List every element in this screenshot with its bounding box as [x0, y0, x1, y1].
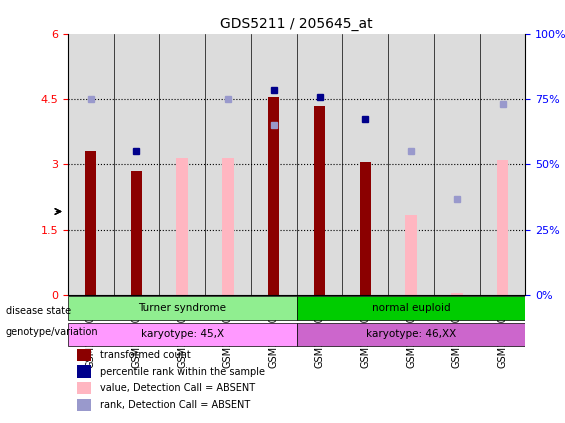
Bar — [205, 34, 251, 295]
Title: GDS5211 / 205645_at: GDS5211 / 205645_at — [220, 17, 373, 31]
FancyBboxPatch shape — [297, 297, 525, 320]
Text: transformed count: transformed count — [100, 350, 190, 360]
Text: karyotype: 45,X: karyotype: 45,X — [141, 329, 224, 339]
Bar — [342, 34, 388, 295]
Bar — [451, 293, 463, 295]
Bar — [77, 399, 90, 411]
Bar — [176, 158, 188, 295]
Bar — [251, 34, 297, 295]
Bar — [434, 34, 480, 295]
Bar — [297, 34, 342, 295]
Bar — [68, 34, 114, 295]
Text: percentile rank within the sample: percentile rank within the sample — [100, 367, 265, 376]
Text: normal euploid: normal euploid — [372, 303, 450, 313]
FancyBboxPatch shape — [68, 297, 297, 320]
Bar — [314, 106, 325, 295]
Text: genotype/variation: genotype/variation — [6, 327, 98, 337]
Bar — [359, 162, 371, 295]
Bar — [222, 158, 234, 295]
Text: disease state: disease state — [6, 306, 71, 316]
Bar — [85, 151, 97, 295]
Bar — [480, 34, 525, 295]
Bar — [77, 349, 90, 361]
FancyBboxPatch shape — [68, 322, 297, 346]
FancyBboxPatch shape — [297, 322, 525, 346]
Bar — [497, 160, 508, 295]
Bar — [405, 214, 417, 295]
Bar — [77, 382, 90, 394]
Bar — [159, 34, 205, 295]
Bar — [77, 365, 90, 378]
Text: value, Detection Call = ABSENT: value, Detection Call = ABSENT — [100, 383, 255, 393]
Bar — [388, 34, 434, 295]
Bar — [131, 171, 142, 295]
Text: rank, Detection Call = ABSENT: rank, Detection Call = ABSENT — [100, 400, 250, 410]
Text: karyotype: 46,XX: karyotype: 46,XX — [366, 329, 456, 339]
Bar — [114, 34, 159, 295]
Text: Turner syndrome: Turner syndrome — [138, 303, 226, 313]
Bar — [268, 97, 280, 295]
